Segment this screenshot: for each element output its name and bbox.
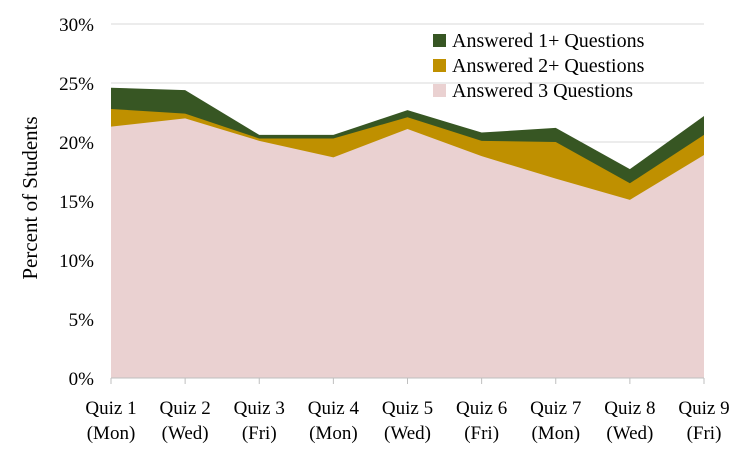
x-tick-label: Quiz 8 xyxy=(604,398,655,419)
legend: Answered 1+ Questions Answered 2+ Questio… xyxy=(433,30,645,102)
x-tick-label: (Mon) xyxy=(309,423,358,444)
y-tick-label: 30% xyxy=(59,15,94,36)
x-tick-label: Quiz 3 xyxy=(234,398,285,419)
x-tick-label: (Wed) xyxy=(606,423,653,444)
x-tick-label: (Wed) xyxy=(162,423,209,444)
legend-swatch xyxy=(433,84,446,97)
y-axis-title: Percent of Students xyxy=(18,116,42,279)
x-tick-label: (Fri) xyxy=(242,423,277,444)
legend-label: Answered 2+ Questions xyxy=(452,55,645,77)
legend-swatch xyxy=(433,59,446,72)
y-tick-label: 10% xyxy=(59,251,94,272)
legend-label: Answered 1+ Questions xyxy=(452,30,645,52)
x-tick-label: Quiz 4 xyxy=(308,398,360,419)
x-tick-label: (Mon) xyxy=(531,423,580,444)
y-tick-label: 0% xyxy=(69,369,95,390)
x-tick-labels: Quiz 1 (Mon) Quiz 2 (Wed) Quiz 3 (Fri) Quiz 4 (… xyxy=(85,398,729,444)
x-tick-label: (Fri) xyxy=(687,423,722,444)
x-tick-label: (Wed) xyxy=(384,423,431,444)
y-tick-labels: 0% 5% 10% 15% 20% 25% 30% xyxy=(59,15,94,390)
x-tick-label: (Mon) xyxy=(87,423,136,444)
y-tick-label: 25% xyxy=(59,74,94,95)
axes xyxy=(110,377,705,384)
legend-label: Answered 3 Questions xyxy=(452,80,633,102)
legend-swatch xyxy=(433,34,446,47)
x-tick-label: Quiz 1 xyxy=(85,398,136,419)
y-tick-label: 5% xyxy=(69,310,95,331)
y-tick-label: 20% xyxy=(59,133,94,154)
x-tick-label: Quiz 2 xyxy=(160,398,211,419)
x-tick-label: Quiz 6 xyxy=(456,398,507,419)
area-answered-3-questions xyxy=(111,118,704,379)
x-tick-label: Quiz 5 xyxy=(382,398,433,419)
series-areas xyxy=(111,87,704,379)
x-tick-label: Quiz 9 xyxy=(678,398,729,419)
x-tick-label: Quiz 7 xyxy=(530,398,581,419)
y-tick-label: 15% xyxy=(59,192,94,213)
x-tick-label: (Fri) xyxy=(464,423,499,444)
